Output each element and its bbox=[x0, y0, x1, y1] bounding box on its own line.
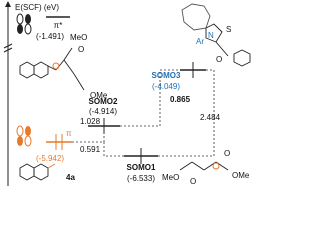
gap-label: 1.028 bbox=[80, 117, 101, 126]
radical bbox=[52, 62, 60, 70]
gap-label: 0.591 bbox=[80, 145, 101, 154]
axis-label: E(SCF) (eV) bbox=[15, 3, 59, 12]
somo2-structure bbox=[19, 47, 85, 91]
energy-diagram: E(SCF) (eV) π* (-1.491) π (-5.942) 4a Me… bbox=[3, 1, 251, 186]
connector bbox=[103, 142, 124, 157]
axis-break bbox=[3, 43, 13, 49]
orbital-icon bbox=[16, 13, 32, 35]
atom-label: OMe bbox=[90, 91, 108, 100]
level-symbol: π bbox=[66, 129, 72, 138]
atom-label: MeO bbox=[70, 33, 87, 42]
level-energy: (-4.914) bbox=[89, 107, 117, 116]
atom-label: OMe bbox=[232, 171, 250, 180]
gap-label: 2.484 bbox=[200, 113, 221, 122]
atom-label: O bbox=[190, 177, 196, 186]
connector bbox=[120, 69, 180, 127]
somo3-structure bbox=[181, 3, 251, 67]
level-symbol: SOMO3 bbox=[152, 71, 181, 80]
atom-label: S bbox=[226, 25, 231, 34]
atom-label: O bbox=[216, 55, 222, 64]
atom-label: Ar bbox=[196, 37, 204, 46]
orbital-icon bbox=[16, 125, 32, 147]
level-symbol: SOMO2 bbox=[89, 97, 118, 106]
connector bbox=[72, 126, 105, 143]
atom-label: N bbox=[208, 31, 214, 40]
naphthalene-4a bbox=[19, 163, 56, 181]
level-energy: (-4.049) bbox=[152, 82, 180, 91]
level-energy: (-5.942) bbox=[36, 154, 64, 163]
somo1-structure bbox=[179, 161, 229, 171]
atom-label: O bbox=[78, 45, 84, 54]
radical bbox=[212, 162, 220, 170]
level-energy: (-6.533) bbox=[127, 174, 155, 183]
level-energy: (-1.491) bbox=[36, 32, 64, 41]
compound-label: 4a bbox=[66, 173, 75, 182]
atom-label: MeO bbox=[162, 173, 179, 182]
axis-arrow bbox=[5, 1, 11, 7]
gap-label: 0.865 bbox=[170, 95, 191, 104]
atom-label: O bbox=[224, 149, 230, 158]
axis-break bbox=[3, 47, 13, 53]
connector bbox=[158, 69, 215, 157]
level-symbol: π* bbox=[54, 21, 63, 30]
level-symbol: SOMO1 bbox=[127, 163, 156, 172]
